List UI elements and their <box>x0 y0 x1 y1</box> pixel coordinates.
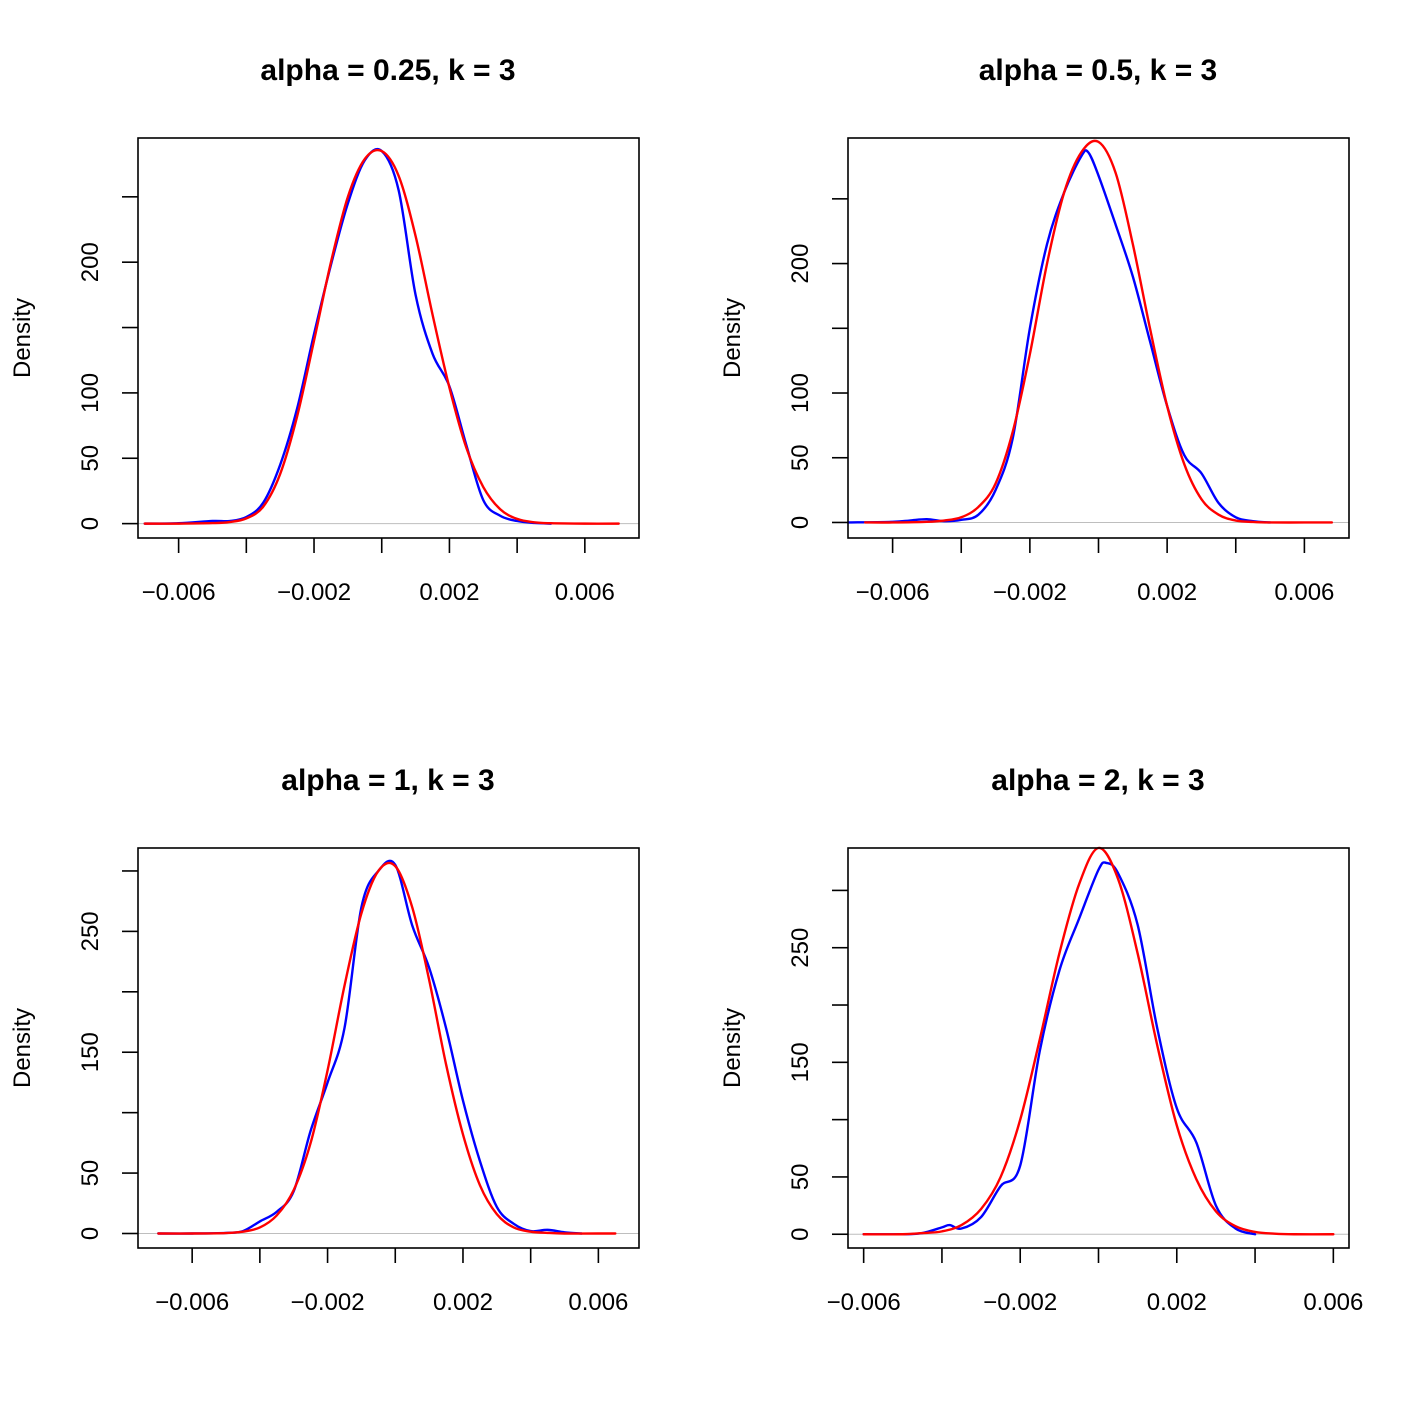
x-tick-label: −0.002 <box>291 1289 365 1316</box>
density-curve-red <box>157 861 617 1235</box>
x-tick-label: −0.002 <box>277 579 351 606</box>
panel-4: alpha = 2, k = 3 Density −0.006 −0.002 0.002… <box>719 764 1363 1316</box>
chart-title: alpha = 0.25, k = 3 <box>260 54 515 87</box>
y-tick-label: 200 <box>77 242 104 282</box>
density-curve-red <box>863 139 1334 524</box>
y-tick-label: 250 <box>77 911 104 951</box>
x-tick-label: −0.006 <box>142 579 216 606</box>
y-tick-label: 0 <box>77 517 104 530</box>
x-tick-label: −0.006 <box>856 579 930 606</box>
y-axis-label: Density <box>9 298 36 378</box>
y-tick-label: 50 <box>787 444 814 471</box>
x-tick-label: −0.002 <box>993 579 1067 606</box>
y-tick-label: 100 <box>787 373 814 413</box>
density-curve-blue <box>862 861 1257 1236</box>
y-tick-label: 150 <box>787 1042 814 1082</box>
x-tick-label: 0.002 <box>433 1289 493 1316</box>
x-tick-label: 0.002 <box>1137 579 1197 606</box>
panel-3: alpha = 1, k = 3 Density −0.006 −0.002 0.002… <box>9 764 640 1316</box>
chart-title: alpha = 0.5, k = 3 <box>979 54 1217 87</box>
x-tick-label: −0.002 <box>983 1289 1057 1316</box>
x-tick-label: −0.006 <box>827 1289 901 1316</box>
y-axis-label: Density <box>719 298 746 378</box>
chart-title: alpha = 1, k = 3 <box>281 764 494 797</box>
y-tick-label: 0 <box>77 1227 104 1240</box>
y-tick-label: 250 <box>787 928 814 968</box>
x-tick-label: 0.006 <box>555 579 615 606</box>
x-tick-label: 0.002 <box>1147 1289 1207 1316</box>
x-tick-label: 0.002 <box>419 579 479 606</box>
y-tick-label: 0 <box>787 516 814 529</box>
panel-1: alpha = 0.25, k = 3 Density −0.006 −0.002 0.… <box>9 54 640 606</box>
x-tick-label: 0.006 <box>568 1289 628 1316</box>
density-curve-red <box>143 148 620 525</box>
y-tick-label: 200 <box>787 244 814 284</box>
y-tick-label: 150 <box>77 1032 104 1072</box>
y-axis-label: Density <box>9 1008 36 1088</box>
panel-2: alpha = 0.5, k = 3 Density −0.006 −0.002 0.0… <box>719 54 1350 606</box>
x-tick-label: 0.006 <box>1303 1289 1363 1316</box>
y-tick-label: 50 <box>787 1164 814 1191</box>
y-tick-label: 0 <box>787 1228 814 1241</box>
plot-box <box>137 137 640 539</box>
x-tick-label: 0.006 <box>1274 579 1334 606</box>
y-tick-label: 100 <box>77 373 104 413</box>
chart-title: alpha = 2, k = 3 <box>991 764 1204 797</box>
y-axis-label: Density <box>719 1008 746 1088</box>
plot-box <box>137 847 640 1249</box>
y-tick-label: 50 <box>77 1160 104 1187</box>
x-tick-label: −0.006 <box>155 1289 229 1316</box>
y-tick-label: 50 <box>77 445 104 472</box>
